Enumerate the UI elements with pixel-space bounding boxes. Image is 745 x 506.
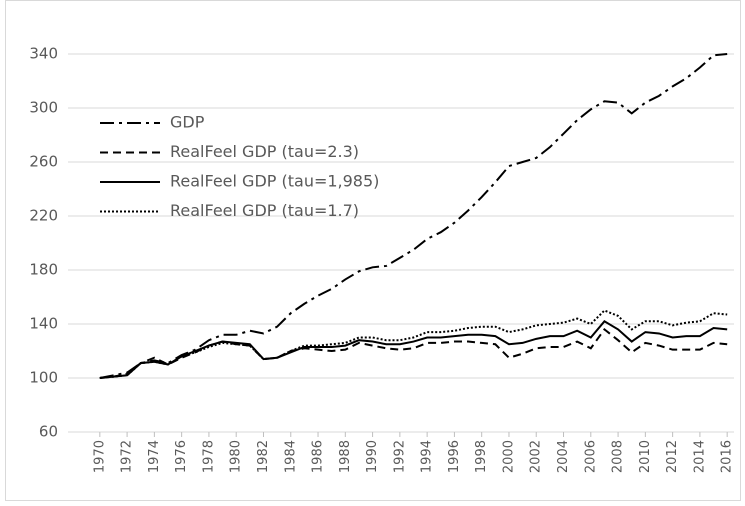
x-tick-label: 2006 bbox=[583, 440, 598, 473]
y-tick-label: 140 bbox=[29, 315, 58, 333]
legend-label: RealFeel GDP (tau=1,985) bbox=[170, 172, 379, 191]
x-tick-label: 1988 bbox=[338, 440, 353, 473]
y-tick-label: 260 bbox=[29, 153, 58, 171]
x-tick-label: 1990 bbox=[365, 440, 380, 473]
x-tick-label: 2008 bbox=[611, 440, 626, 473]
x-tick-label: 1972 bbox=[120, 440, 135, 473]
chart-frame bbox=[5, 0, 741, 501]
x-tick-label: 1974 bbox=[147, 440, 162, 473]
x-tick-label: 1980 bbox=[229, 440, 244, 473]
y-tick-label: 180 bbox=[29, 261, 58, 279]
x-tick-label: 1970 bbox=[92, 440, 107, 473]
y-tick-label: 100 bbox=[29, 369, 58, 387]
x-tick-label: 1994 bbox=[420, 440, 435, 473]
x-tick-label: 2016 bbox=[720, 440, 735, 473]
x-tick-label: 2002 bbox=[529, 440, 544, 473]
y-tick-label: 60 bbox=[39, 423, 58, 441]
legend-label: GDP bbox=[170, 113, 205, 132]
x-tick-label: 1998 bbox=[474, 440, 489, 473]
x-tick-label: 2000 bbox=[501, 440, 516, 473]
x-tick-label: 1984 bbox=[283, 440, 298, 473]
x-tick-label: 1996 bbox=[447, 440, 462, 473]
x-tick-label: 1992 bbox=[392, 440, 407, 473]
x-tick-label: 1978 bbox=[201, 440, 216, 473]
legend-label: RealFeel GDP (tau=2.3) bbox=[170, 142, 359, 161]
series-line bbox=[99, 53, 728, 379]
x-tick-label: 1982 bbox=[256, 440, 271, 473]
series-line bbox=[99, 309, 728, 379]
x-tick-label: 1986 bbox=[311, 440, 326, 473]
x-tick-label: 1976 bbox=[174, 440, 189, 473]
x-tick-label: 2014 bbox=[692, 440, 707, 473]
y-tick-label: 300 bbox=[29, 99, 58, 117]
series-line bbox=[99, 320, 728, 379]
x-tick-label: 2004 bbox=[556, 440, 571, 473]
y-tick-label: 340 bbox=[29, 45, 58, 63]
legend-label: RealFeel GDP (tau=1.7) bbox=[170, 201, 359, 220]
y-tick-label: 220 bbox=[29, 207, 58, 225]
x-tick-label: 2012 bbox=[665, 440, 680, 473]
x-tick-label: 2010 bbox=[638, 440, 653, 473]
